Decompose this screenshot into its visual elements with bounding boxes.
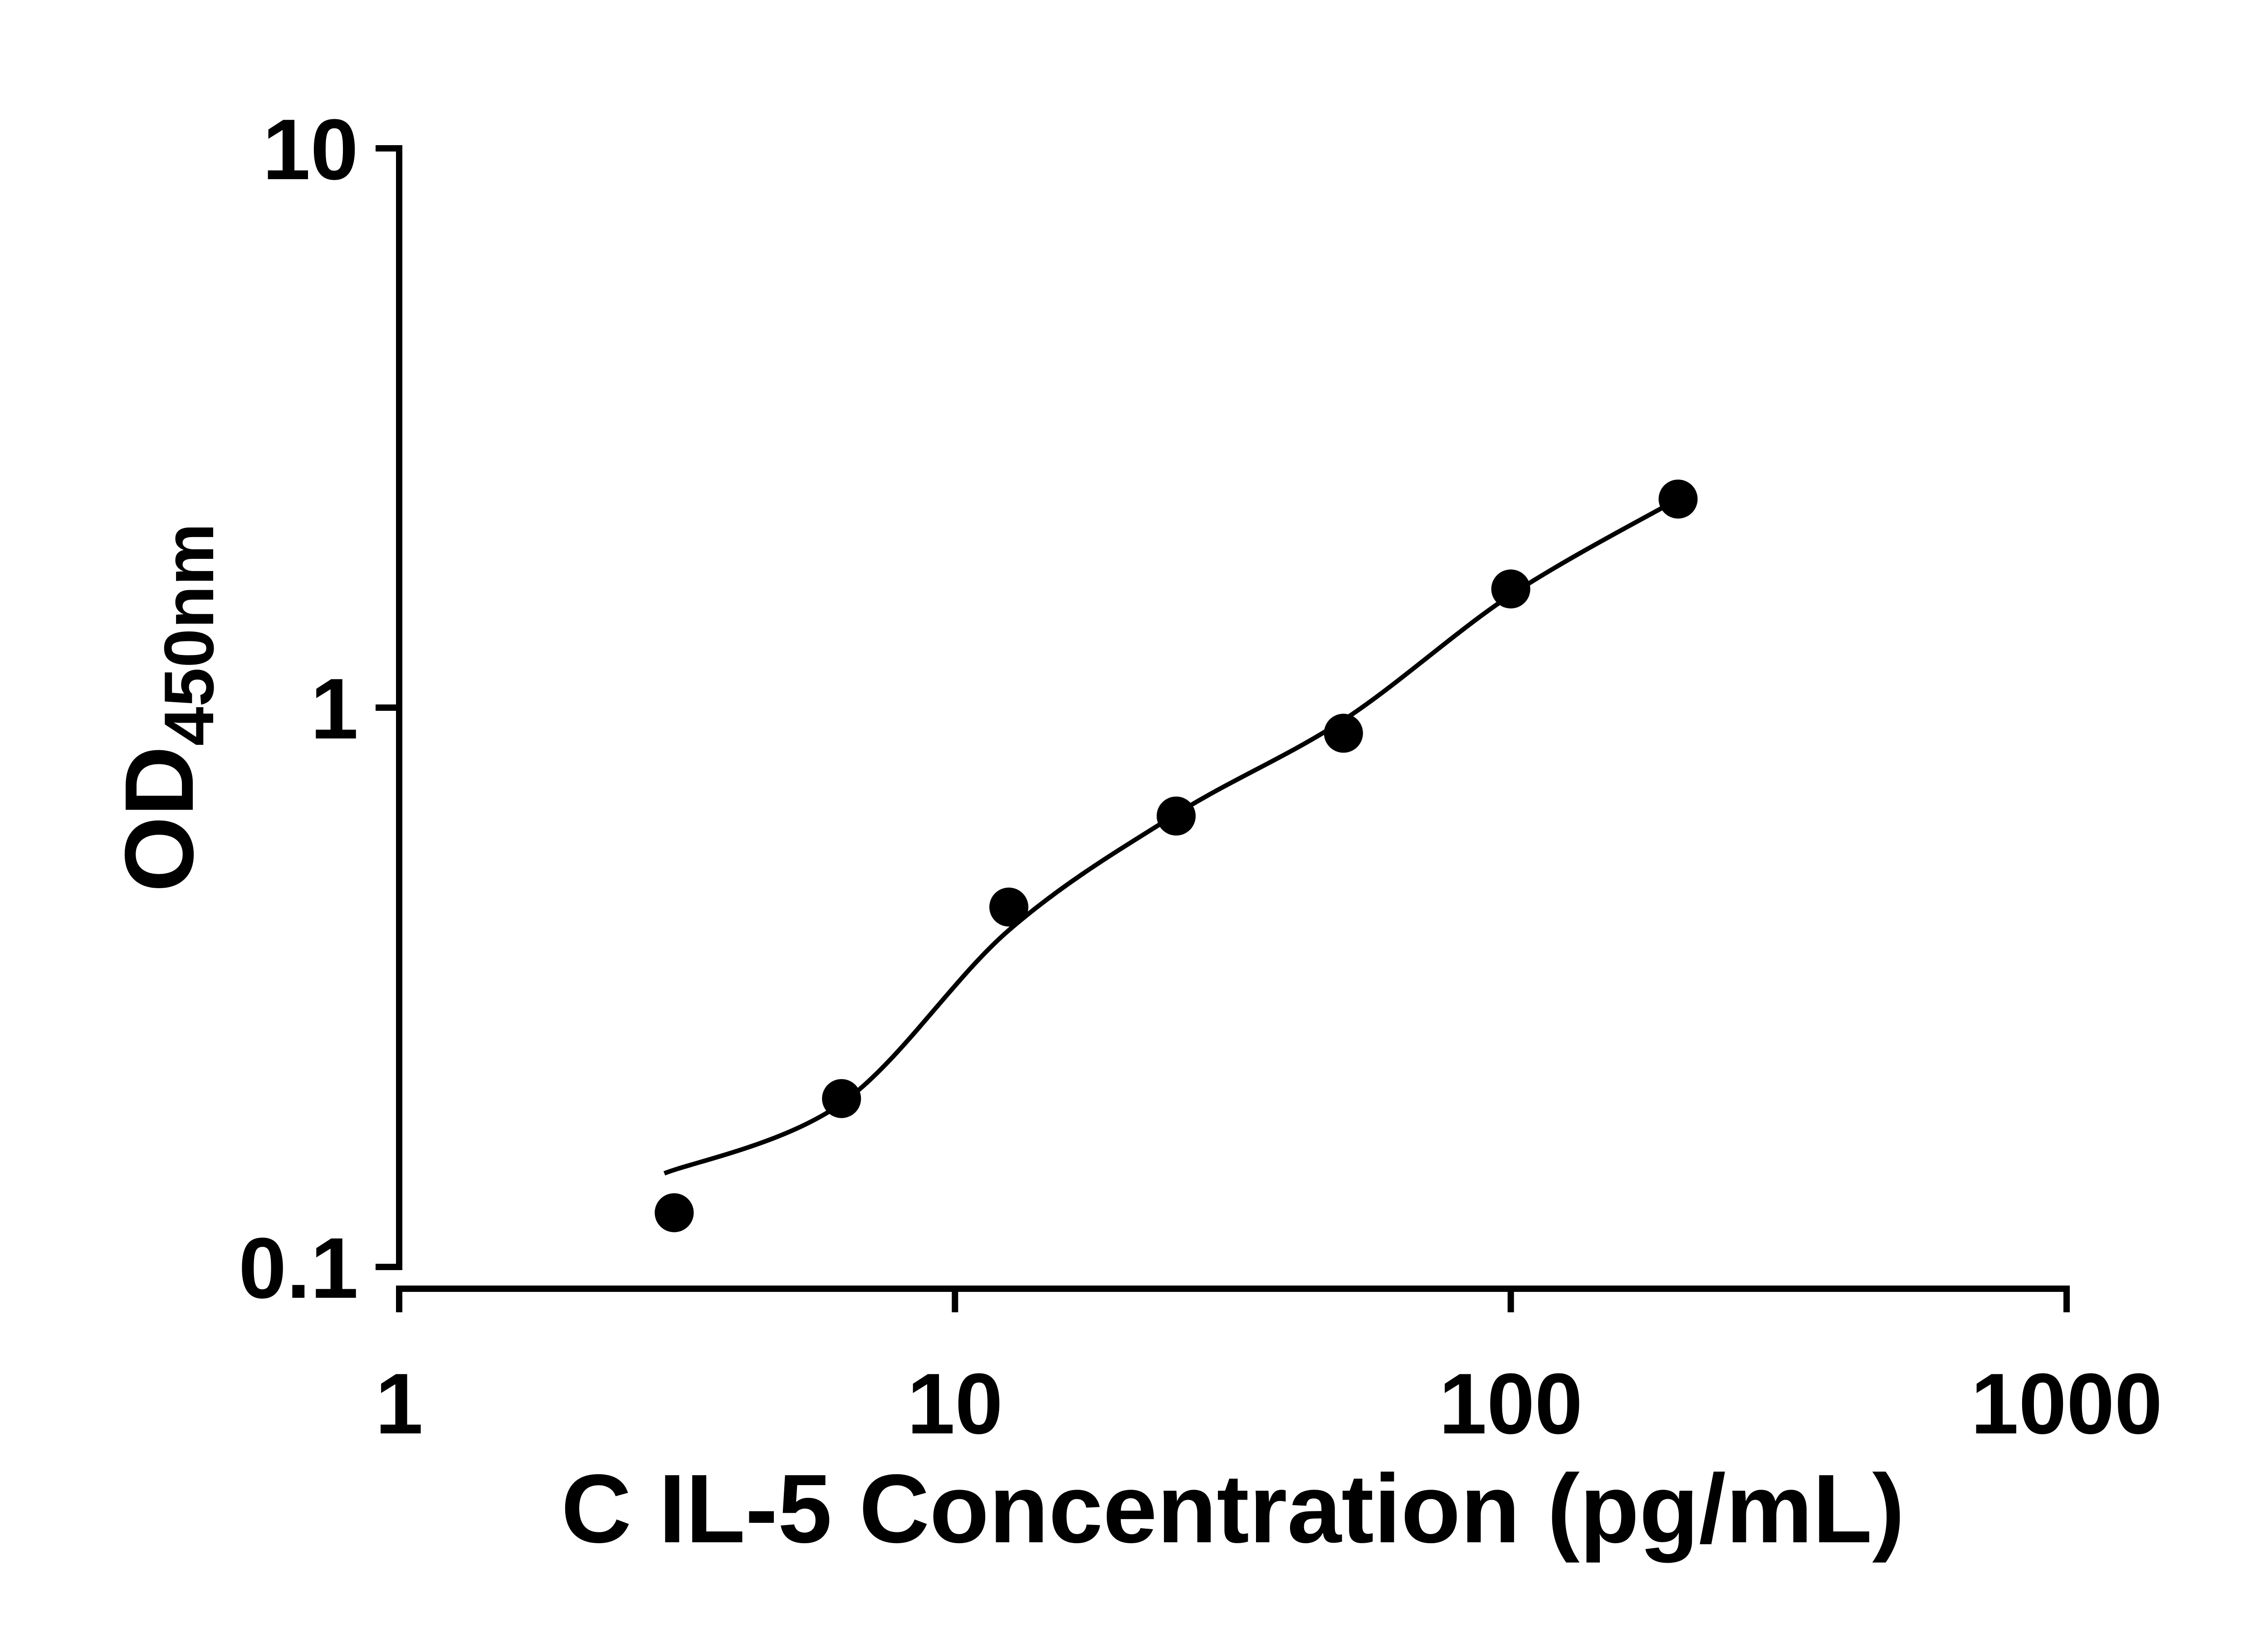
y-tick-label: 1 bbox=[310, 661, 358, 757]
y-axis-title-main: OD bbox=[104, 746, 214, 892]
data-point bbox=[1324, 714, 1363, 753]
data-point bbox=[989, 887, 1029, 927]
tick-marks bbox=[376, 145, 2070, 1312]
x-tick-label: 100 bbox=[1439, 1356, 1583, 1452]
axes bbox=[396, 145, 2070, 1292]
x-axis-title: C IL-5 Concentration (pg/mL) bbox=[561, 1454, 1905, 1563]
y-tick-label: 10 bbox=[263, 102, 358, 198]
data-point bbox=[822, 1079, 861, 1118]
x-tick-label: 10 bbox=[907, 1356, 1003, 1452]
data-point bbox=[1156, 796, 1196, 836]
x-tick-label: 1 bbox=[375, 1356, 423, 1452]
y-axis-title: OD450nm bbox=[104, 523, 228, 892]
data-point bbox=[1658, 479, 1698, 519]
y-axis-title-subscript: 450nm bbox=[150, 523, 228, 746]
x-tick-label: 1000 bbox=[1971, 1356, 2163, 1452]
data-point bbox=[655, 1193, 694, 1232]
data-point bbox=[1491, 569, 1530, 609]
y-tick-label: 0.1 bbox=[239, 1220, 358, 1316]
data-points bbox=[655, 479, 1698, 1232]
